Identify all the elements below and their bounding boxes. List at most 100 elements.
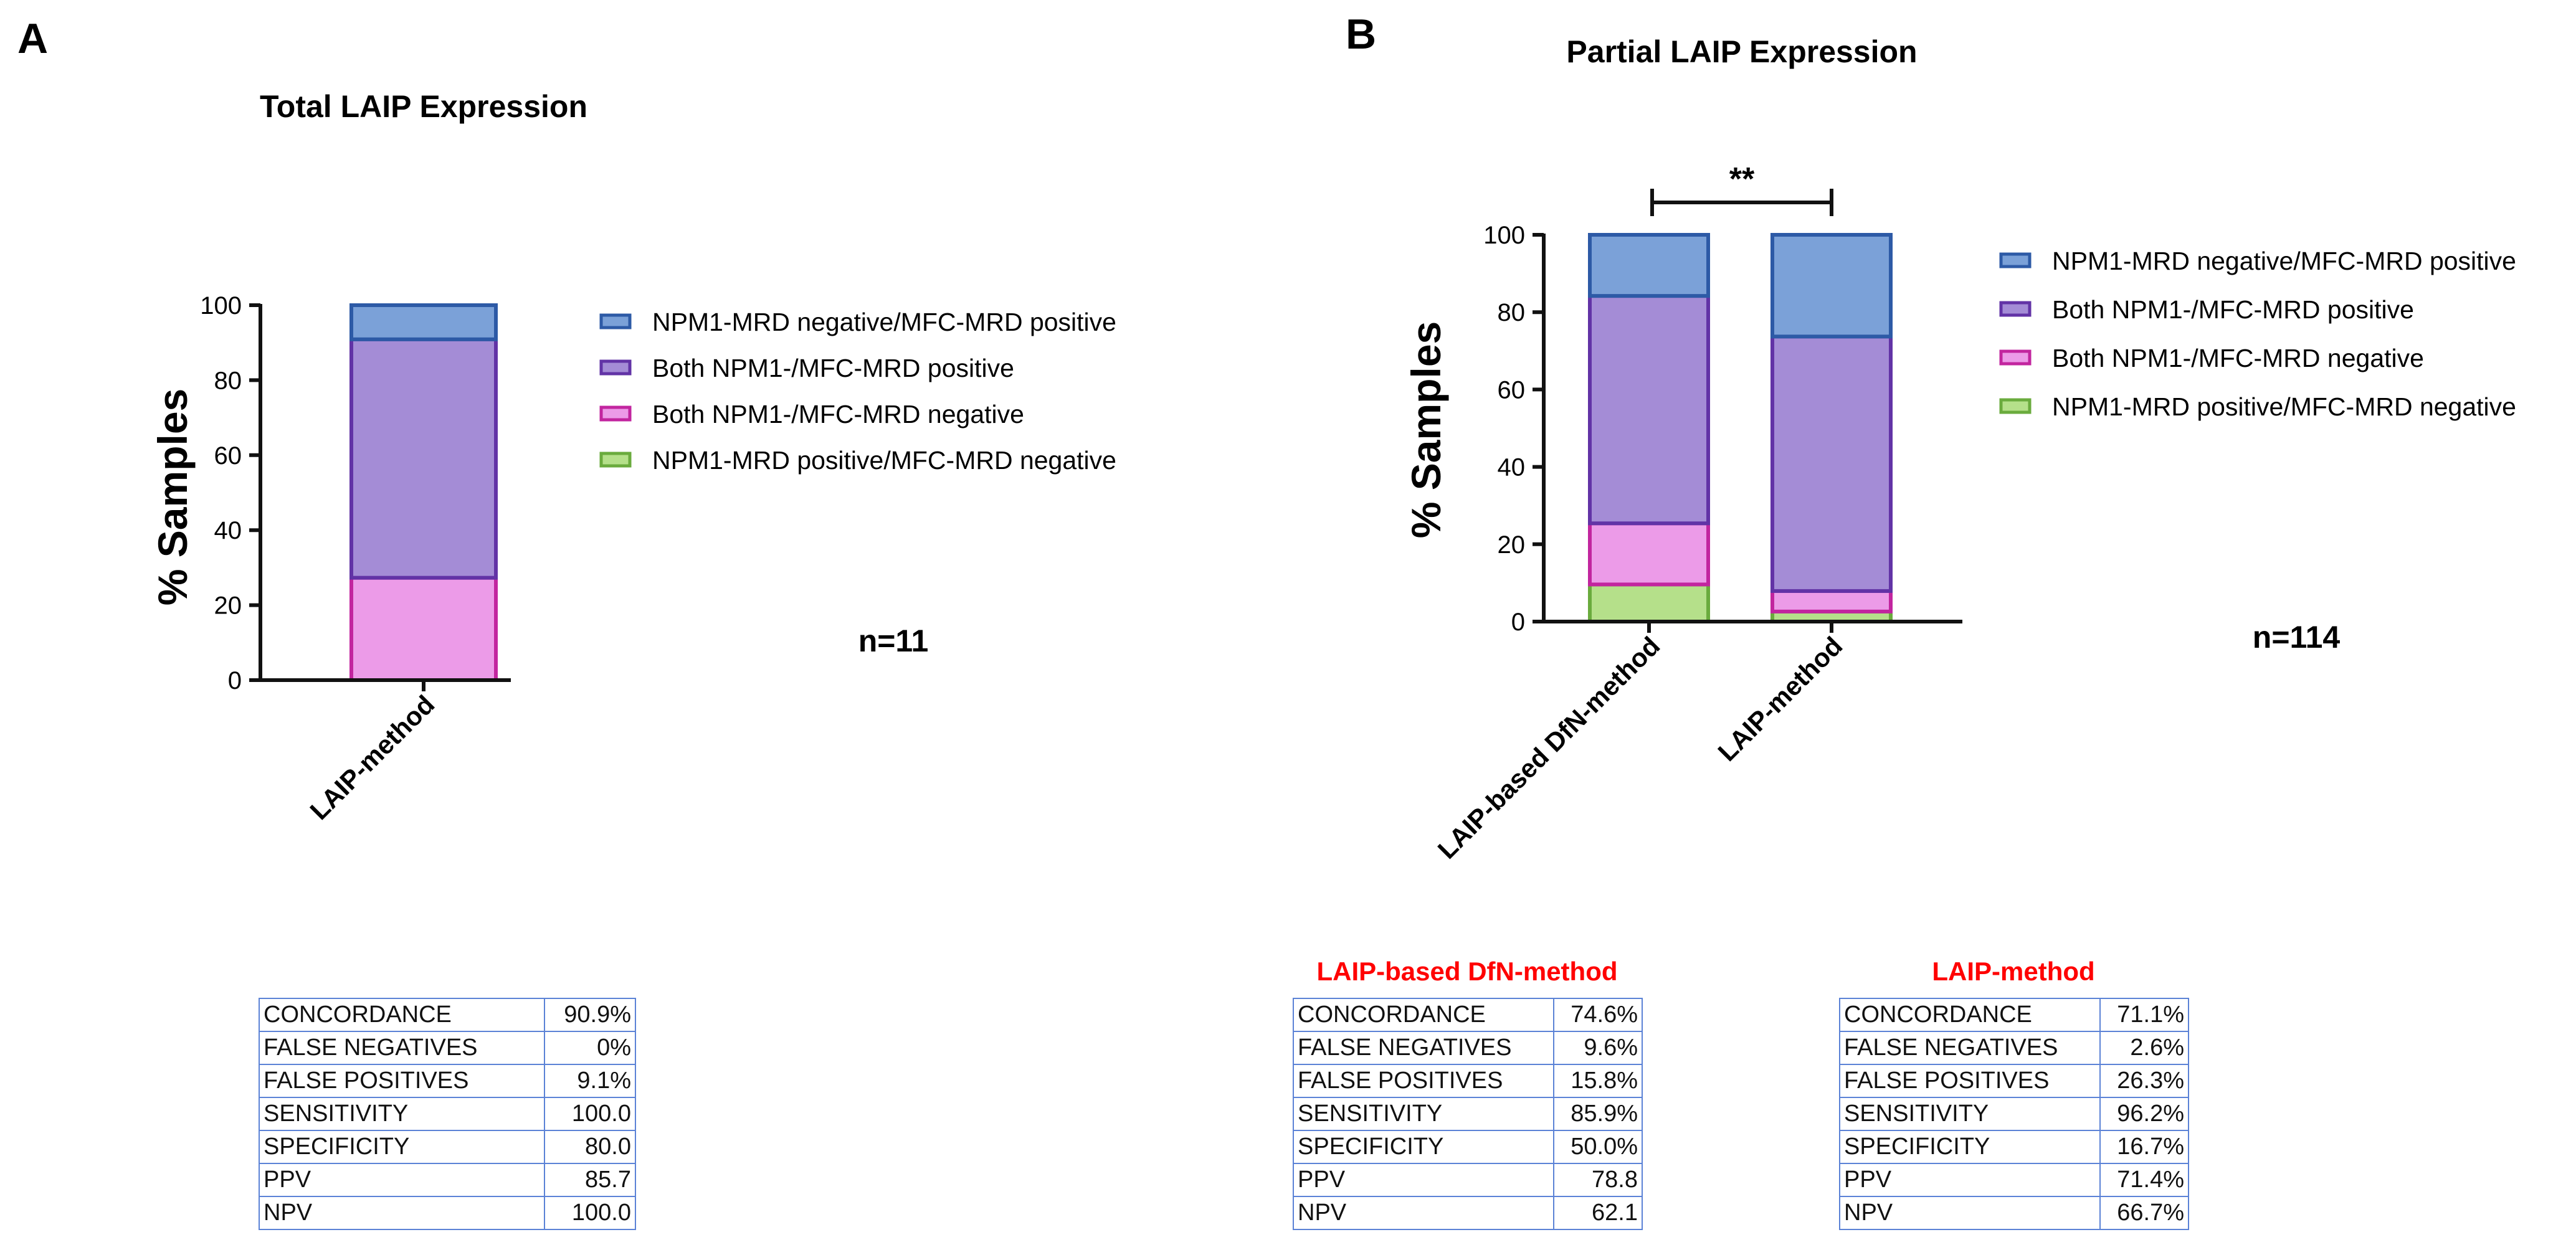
chart-b-legend-label-3: NPM1-MRD positive/MFC-MRD negative: [2052, 392, 2516, 421]
table-b1-metric-label: SPECIFICITY: [1292, 1130, 1555, 1164]
chart-b-ytick-label-5: 100: [1483, 222, 1525, 249]
table-b2-row: FALSE NEGATIVES 2.6%: [1838, 1031, 2189, 1065]
chart-b-legend-label-2: Both NPM1-/MFC-MRD negative: [2052, 344, 2424, 372]
chart-b-title: Partial LAIP Expression: [1566, 34, 1917, 69]
table-b2-row: FALSE POSITIVES 26.3%: [1838, 1064, 2189, 1098]
table-b1-metric-label: PPV: [1292, 1163, 1555, 1197]
table-b2-row: SPECIFICITY 16.7%: [1838, 1130, 2189, 1164]
chart-b-legend-swatch-0: [1999, 252, 2032, 268]
chart-b-legend-swatch-3: [1999, 398, 2032, 414]
chart-a-ytick-label-4: 80: [214, 367, 242, 394]
table-b1-metric-value: 15.8%: [1553, 1064, 1643, 1098]
chart-a: LAIP-method 0 20 40 60 80 100 NPM1-MRD negative…: [200, 292, 1116, 825]
panel-letter-b: B: [1346, 11, 1376, 58]
table-b2-metric-value: 71.1%: [2099, 998, 2189, 1032]
metrics-table-a: CONCORDANCE 90.9% FALSE NEGATIVES 0% FALSE P…: [258, 998, 636, 1230]
table-b2-metric-value: 71.4%: [2099, 1163, 2189, 1197]
chart-a-legend-label-0: NPM1-MRD negative/MFC-MRD positive: [652, 308, 1116, 336]
table-a-metric-value: 100.0: [544, 1097, 636, 1131]
chart-a-ytick-label-5: 100: [200, 292, 242, 320]
chart-a-legend-swatch-1: [599, 359, 632, 376]
panel-letter-a: A: [17, 15, 48, 62]
table-a-metric-label: NPV: [258, 1196, 546, 1230]
chart-a-n-label: n=11: [858, 623, 929, 658]
chart-a-category-label-0: LAIP-method: [304, 689, 440, 825]
significance-label: **: [1729, 161, 1755, 197]
table-b1-metric-label: NPV: [1292, 1196, 1555, 1230]
chart-b-legend-swatch-2: [1999, 349, 2032, 366]
metrics-table-b2: CONCORDANCE 71.1% FALSE NEGATIVES 2.6% FALSE…: [1838, 998, 2189, 1230]
chart-b-ytick-label-0: 0: [1511, 609, 1525, 636]
chart-a-bar-0-segment-1: [349, 575, 498, 682]
metrics-table-b2-body: CONCORDANCE 71.1% FALSE NEGATIVES 2.6% FALSE…: [1838, 998, 2189, 1230]
table-a-row: NPV 100.0: [258, 1196, 636, 1230]
table-b2-metric-value: 16.7%: [2099, 1130, 2189, 1164]
table-a-metric-value: 100.0: [544, 1196, 636, 1230]
table-b1-row: FALSE NEGATIVES 9.6%: [1292, 1031, 1643, 1065]
table-a-metric-value: 0%: [544, 1031, 636, 1065]
chart-b-n-label: n=114: [2253, 620, 2341, 655]
chart-b-ytick-label-3: 60: [1498, 376, 1526, 404]
chart-b-bar-1-segment-3: [1770, 233, 1893, 339]
table-a-metric-value: 9.1%: [544, 1064, 636, 1098]
metrics-table-b1: CONCORDANCE 74.6% FALSE NEGATIVES 9.6% FALSE…: [1292, 998, 1643, 1230]
table-b2-metric-label: SENSITIVITY: [1838, 1097, 2101, 1131]
metrics-table-a-body: CONCORDANCE 90.9% FALSE NEGATIVES 0% FALSE P…: [258, 998, 636, 1230]
significance-bracket: [1650, 189, 1833, 216]
table-a-row: SENSITIVITY 100.0: [258, 1097, 636, 1131]
chart-b-bar-1-segment-1: [1770, 589, 1893, 613]
chart-a-legend-label-1: Both NPM1-/MFC-MRD positive: [652, 354, 1014, 382]
table-b2-row: CONCORDANCE 71.1%: [1838, 998, 2189, 1032]
table-b1-metric-value: 62.1: [1553, 1196, 1643, 1230]
table-b2-metric-value: 26.3%: [2099, 1064, 2189, 1098]
chart-b-ylabel: % Samples: [1403, 321, 1449, 539]
chart-a-legend-swatch-0: [599, 313, 632, 329]
chart-a-bar-0-segment-3: [349, 303, 498, 341]
chart-a-legend-label-2: Both NPM1-/MFC-MRD negative: [652, 400, 1024, 429]
chart-b-bar-0-segment-0: [1588, 582, 1710, 623]
table-b2-metric-label: FALSE NEGATIVES: [1838, 1031, 2101, 1065]
table-b2-metric-label: FALSE POSITIVES: [1838, 1064, 2101, 1098]
chart-a-ylabel: % Samples: [150, 389, 196, 606]
table-b1-row: SPECIFICITY 50.0%: [1292, 1130, 1643, 1164]
chart-b-category-label-1: LAIP-method: [1712, 631, 1848, 767]
chart-b-legend-swatch-1: [1999, 301, 2032, 317]
table-b1-metric-label: CONCORDANCE: [1292, 998, 1555, 1032]
table-b1-metric-value: 9.6%: [1553, 1031, 1643, 1065]
table-a-row: PPV 85.7: [258, 1163, 636, 1197]
table-a-metric-value: 80.0: [544, 1130, 636, 1164]
table-b2-metric-label: NPV: [1838, 1196, 2101, 1230]
table-b1-row: CONCORDANCE 74.6%: [1292, 998, 1643, 1032]
table-a-row: FALSE POSITIVES 9.1%: [258, 1064, 636, 1098]
table-b1-row: SENSITIVITY 85.9%: [1292, 1097, 1643, 1131]
table-b2-metric-label: CONCORDANCE: [1838, 998, 2101, 1032]
chart-b-bar-0-segment-1: [1588, 521, 1710, 587]
table-b1-row: FALSE POSITIVES 15.8%: [1292, 1064, 1643, 1098]
chart-b-category-label-0: LAIP-based DfN-method: [1432, 631, 1666, 864]
chart-b: LAIP-based DfN-method LAIP-method 0 20 40 60 8…: [1432, 222, 2516, 864]
chart-a-ytick-label-3: 60: [214, 442, 242, 470]
chart-a-legend-label-3: NPM1-MRD positive/MFC-MRD negative: [652, 446, 1116, 475]
table-a-metric-label: FALSE POSITIVES: [258, 1064, 546, 1098]
table-b2-row: SENSITIVITY 96.2%: [1838, 1097, 2189, 1131]
table-b1-metric-value: 74.6%: [1553, 998, 1643, 1032]
chart-a-ytick-label-0: 0: [228, 667, 242, 694]
table-b2-row: NPV 66.7%: [1838, 1196, 2189, 1230]
table-a-row: FALSE NEGATIVES 0%: [258, 1031, 636, 1065]
table-b1-metric-label: FALSE POSITIVES: [1292, 1064, 1555, 1098]
table-a-metric-label: PPV: [258, 1163, 546, 1197]
table-a-metric-label: SPECIFICITY: [258, 1130, 546, 1164]
chart-a-legend-swatch-3: [599, 452, 632, 468]
table-a-metric-value: 85.7: [544, 1163, 636, 1197]
table-b1-metric-label: SENSITIVITY: [1292, 1097, 1555, 1131]
table-b1-row: PPV 78.8: [1292, 1163, 1643, 1197]
table-b1-metric-value: 85.9%: [1553, 1097, 1643, 1131]
table-a-metric-value: 90.9%: [544, 998, 636, 1032]
chart-a-legend-swatch-2: [599, 405, 632, 422]
table-b1-row: NPV 62.1: [1292, 1196, 1643, 1230]
table-b1-metric-value: 50.0%: [1553, 1130, 1643, 1164]
chart-a-bar-0-segment-2: [349, 337, 498, 580]
table-b1-metric-label: FALSE NEGATIVES: [1292, 1031, 1555, 1065]
chart-b-bar-1-segment-2: [1770, 334, 1893, 593]
